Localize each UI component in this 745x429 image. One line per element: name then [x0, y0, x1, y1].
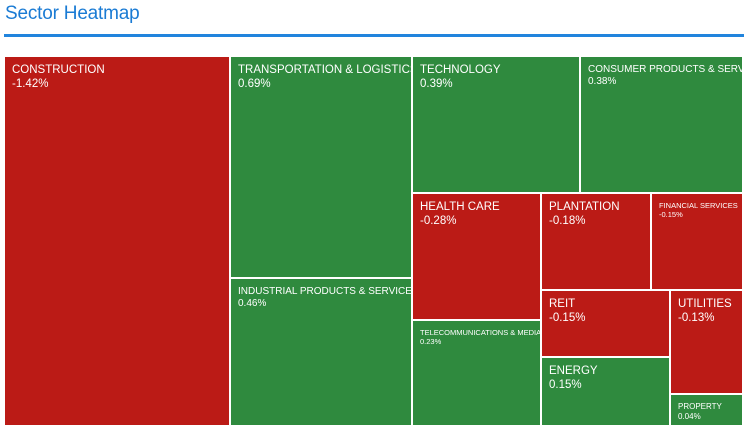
sector-name: TELECOMMUNICATIONS & MEDIA [420, 328, 542, 337]
sector-tile-reit[interactable]: REIT -0.15% [542, 291, 671, 358]
sector-name: PROPERTY [678, 402, 722, 411]
sector-change: 0.15% [549, 378, 582, 391]
sector-name: REIT [549, 298, 576, 310]
sector-name: UTILITIES [678, 298, 732, 310]
sector-name: TRANSPORTATION & LOGISTICS [238, 64, 413, 76]
sector-tile-transportation-logistics[interactable]: TRANSPORTATION & LOGISTICS 0.69% [231, 57, 413, 279]
sector-name: TECHNOLOGY [420, 64, 501, 76]
sector-name: CONSTRUCTION [12, 64, 105, 76]
sector-change: -0.15% [659, 210, 683, 219]
sector-tile-telecommunications-media[interactable]: TELECOMMUNICATIONS & MEDIA 0.23% [413, 321, 542, 427]
sector-tile-utilities[interactable]: UTILITIES -0.13% [671, 291, 744, 395]
sector-tile-energy[interactable]: ENERGY 0.15% [542, 358, 671, 427]
sector-name: CONSUMER PRODUCTS & SERVICES [588, 64, 744, 75]
sector-tile-plantation[interactable]: PLANTATION -0.18% [542, 194, 652, 291]
sector-tile-health-care[interactable]: HEALTH CARE -0.28% [413, 194, 542, 321]
sector-change: 0.38% [588, 76, 617, 87]
sector-change: 0.04% [678, 411, 701, 421]
sector-tile-technology[interactable]: TECHNOLOGY 0.39% [413, 57, 581, 194]
sector-change: -0.15% [549, 311, 586, 324]
sector-change: -0.18% [549, 214, 586, 227]
sector-change: -0.28% [420, 214, 457, 227]
sector-tile-industrial-products-services[interactable]: INDUSTRIAL PRODUCTS & SERVICES 0.46% [231, 279, 413, 427]
sector-change: 0.46% [238, 298, 267, 309]
sector-name: PLANTATION [549, 201, 620, 213]
sector-tile-construction[interactable]: CONSTRUCTION -1.42% [4, 57, 231, 427]
sector-name: FINANCIAL SERVICES [659, 201, 738, 210]
sector-name: HEALTH CARE [420, 201, 500, 213]
sector-tile-property[interactable]: PROPERTY 0.04% [671, 395, 744, 427]
title-underline [4, 34, 744, 37]
sector-name: ENERGY [549, 365, 598, 377]
sector-name: INDUSTRIAL PRODUCTS & SERVICES [238, 286, 413, 297]
sector-change: 0.23% [420, 337, 442, 346]
sector-change: -1.42% [12, 77, 49, 90]
sector-change: -0.13% [678, 311, 715, 324]
sector-change: 0.69% [238, 77, 271, 90]
sector-change: 0.39% [420, 77, 453, 90]
sector-tile-financial-services[interactable]: FINANCIAL SERVICES -0.15% [652, 194, 744, 291]
chart-title: Sector Heatmap [5, 3, 140, 24]
